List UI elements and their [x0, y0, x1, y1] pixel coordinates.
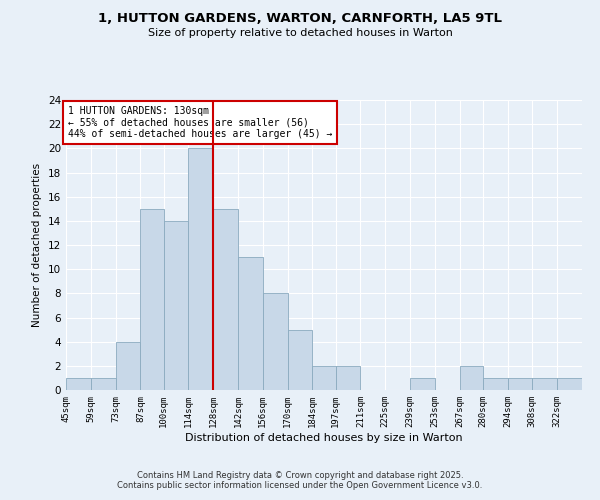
Bar: [335, 366, 361, 390]
Bar: [66, 378, 91, 390]
Text: Contains HM Land Registry data © Crown copyright and database right 2025.
Contai: Contains HM Land Registry data © Crown c…: [118, 470, 482, 490]
Bar: [532, 378, 557, 390]
Bar: [213, 209, 238, 390]
Bar: [164, 221, 188, 390]
Bar: [508, 378, 532, 390]
Text: 1 HUTTON GARDENS: 130sqm
← 55% of detached houses are smaller (56)
44% of semi-d: 1 HUTTON GARDENS: 130sqm ← 55% of detach…: [68, 106, 332, 139]
Bar: [287, 330, 313, 390]
Bar: [410, 378, 435, 390]
Bar: [557, 378, 582, 390]
Bar: [91, 378, 116, 390]
Text: 1, HUTTON GARDENS, WARTON, CARNFORTH, LA5 9TL: 1, HUTTON GARDENS, WARTON, CARNFORTH, LA…: [98, 12, 502, 26]
Bar: [460, 366, 483, 390]
Bar: [313, 366, 335, 390]
Bar: [263, 294, 287, 390]
Y-axis label: Number of detached properties: Number of detached properties: [32, 163, 43, 327]
Bar: [483, 378, 508, 390]
X-axis label: Distribution of detached houses by size in Warton: Distribution of detached houses by size …: [185, 432, 463, 442]
Bar: [140, 209, 164, 390]
Bar: [116, 342, 140, 390]
Bar: [238, 257, 263, 390]
Bar: [188, 148, 213, 390]
Text: Size of property relative to detached houses in Warton: Size of property relative to detached ho…: [148, 28, 452, 38]
